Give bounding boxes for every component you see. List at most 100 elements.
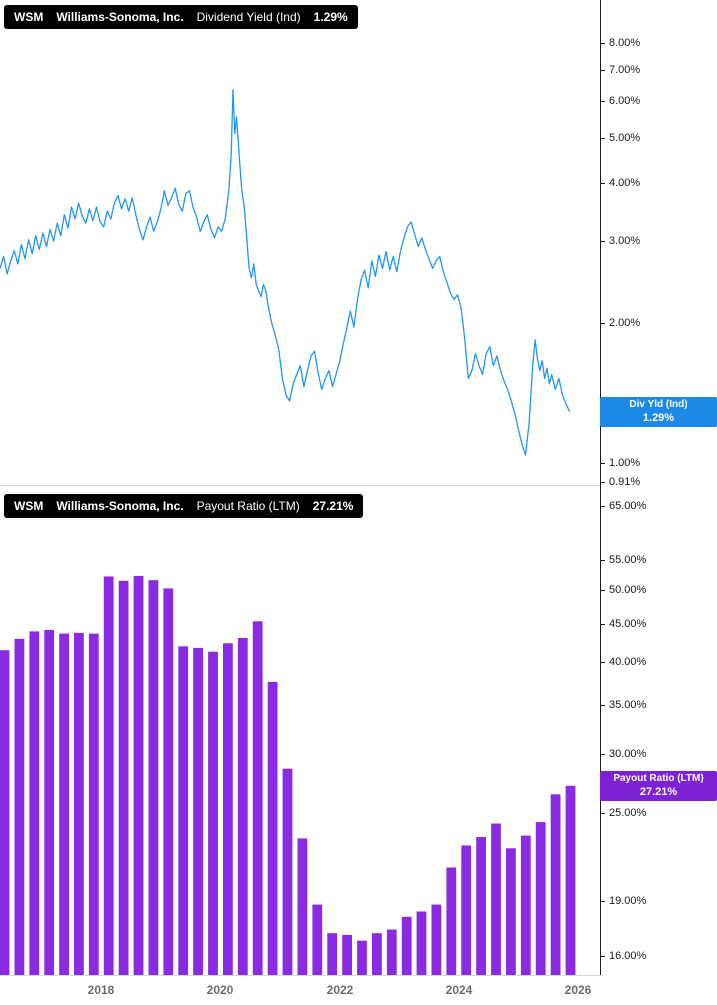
metric-name: Dividend Yield (Ind) [196, 10, 301, 24]
metric-value: 27.21% [312, 499, 354, 513]
dividend-yield-line [0, 89, 571, 456]
payout-ratio-bar [178, 646, 189, 975]
payout-ratio-bar [223, 643, 233, 975]
payout-ratio-bar [193, 647, 203, 975]
company-name: Williams-Sonoma, Inc. [56, 499, 184, 513]
payout-ratio-bar [133, 575, 144, 975]
payout-ratio-bar [401, 916, 412, 975]
payout-ratio-bar [14, 638, 25, 975]
y-axis-tick [600, 463, 605, 464]
payout-ratio-bar [44, 629, 55, 975]
y-axis-label: 6.00% [609, 95, 641, 107]
y-axis-label: 25.00% [609, 807, 647, 819]
y-axis-tick [600, 754, 605, 755]
x-axis-year-label: 2026 [564, 983, 592, 997]
payout-ratio-bar [520, 835, 531, 975]
y-axis-tick [600, 956, 605, 957]
y-axis-label: 2.00% [609, 317, 641, 329]
y-axis-tick [600, 101, 605, 102]
metric-name: Payout Ratio (LTM) [196, 499, 300, 513]
payout-ratio-bar [208, 651, 218, 975]
metric-value: 1.29% [313, 10, 348, 24]
y-axis-label: 35.00% [609, 699, 647, 711]
y-axis-tick [600, 183, 605, 184]
y-axis-tick [600, 506, 605, 507]
badge-value: 1.29% [642, 412, 675, 425]
x-axis-year-label: 2018 [87, 983, 115, 997]
payout-ratio-bar [446, 867, 457, 975]
div-yld-axis-badge: Div Yld (Ind) 1.29% [600, 397, 717, 427]
payout-ratio-bar [118, 580, 129, 975]
payout-ratio-bar [312, 904, 323, 975]
payout-ratio-bar [431, 904, 442, 975]
y-axis-tick [600, 590, 605, 591]
x-axis-year-label: 2020 [206, 983, 234, 997]
payout-ratio-bar [267, 681, 278, 975]
payout-ratio-bar [342, 935, 352, 975]
payout-ratio-bar [372, 933, 382, 975]
y-axis-label: 55.00% [609, 554, 647, 566]
payout-ratio-bar [386, 929, 397, 975]
y-axis-tick [600, 901, 605, 902]
right-axis-line [600, 0, 601, 975]
payout-ratio-bar [327, 933, 338, 975]
payout-ratio-axis-badge: Payout Ratio (LTM) 27.21% [600, 771, 717, 801]
payout-ratio-bar [163, 588, 174, 975]
y-axis-tick [600, 560, 605, 561]
payout-ratio-header-pill: WSM Williams-Sonoma, Inc. Payout Ratio (… [4, 494, 364, 518]
dividend-yield-chart[interactable] [0, 0, 600, 485]
y-axis-tick [600, 705, 605, 706]
payout-ratio-bar [74, 632, 84, 975]
payout-ratio-bar [252, 621, 263, 975]
payout-ratio-bar [0, 650, 10, 975]
payout-ratio-bar [282, 768, 293, 975]
payout-ratio-bar [88, 633, 99, 975]
payout-ratio-bar [357, 940, 367, 975]
payout-ratio-bar [297, 838, 308, 975]
payout-ratio-bar [29, 631, 40, 975]
y-axis-label: 40.00% [609, 656, 647, 668]
y-axis-label: 50.00% [609, 584, 647, 596]
x-axis-baseline [0, 975, 600, 976]
payout-ratio-bar [461, 845, 472, 975]
badge-value: 27.21% [639, 786, 678, 799]
ticker-symbol: WSM [14, 10, 44, 24]
payout-ratio-bar [535, 822, 546, 975]
payout-ratio-chart[interactable] [0, 485, 600, 975]
y-axis-tick [600, 624, 605, 625]
y-axis-tick [600, 70, 605, 71]
payout-ratio-bar [565, 785, 576, 975]
payout-ratio-bar [491, 823, 501, 975]
payout-ratio-bar [237, 638, 248, 975]
y-axis-label: 7.00% [609, 64, 641, 76]
y-axis-label: 19.00% [609, 895, 647, 907]
y-axis-tick [600, 813, 605, 814]
badge-label: Div Yld (Ind) [629, 399, 688, 411]
y-axis-label: 65.00% [609, 500, 647, 512]
y-axis-tick [600, 241, 605, 242]
badge-label: Payout Ratio (LTM) [613, 773, 704, 785]
y-axis-label: 30.00% [609, 748, 647, 760]
payout-ratio-bar [506, 848, 516, 975]
company-name: Williams-Sonoma, Inc. [56, 10, 184, 24]
dividend-yield-header-pill: WSM Williams-Sonoma, Inc. Dividend Yield… [4, 5, 358, 29]
payout-ratio-bar [148, 580, 159, 975]
panel-divider [0, 485, 600, 486]
y-axis-tick [600, 323, 605, 324]
x-axis-year-label: 2022 [326, 983, 354, 997]
y-axis-tick [600, 138, 605, 139]
ticker-symbol: WSM [14, 499, 44, 513]
y-axis-label: 1.00% [609, 457, 641, 469]
y-axis-label: 0.91% [609, 476, 641, 488]
payout-ratio-bar [59, 633, 69, 975]
y-axis-label: 3.00% [609, 235, 641, 247]
x-axis-year-label: 2024 [445, 983, 473, 997]
payout-ratio-bar [550, 794, 561, 975]
payout-ratio-bar [476, 837, 486, 975]
payout-ratio-bar [416, 911, 427, 975]
y-axis-tick [600, 482, 605, 483]
y-axis-label: 4.00% [609, 177, 641, 189]
y-axis-label: 8.00% [609, 37, 641, 49]
y-axis-label: 16.00% [609, 950, 647, 962]
